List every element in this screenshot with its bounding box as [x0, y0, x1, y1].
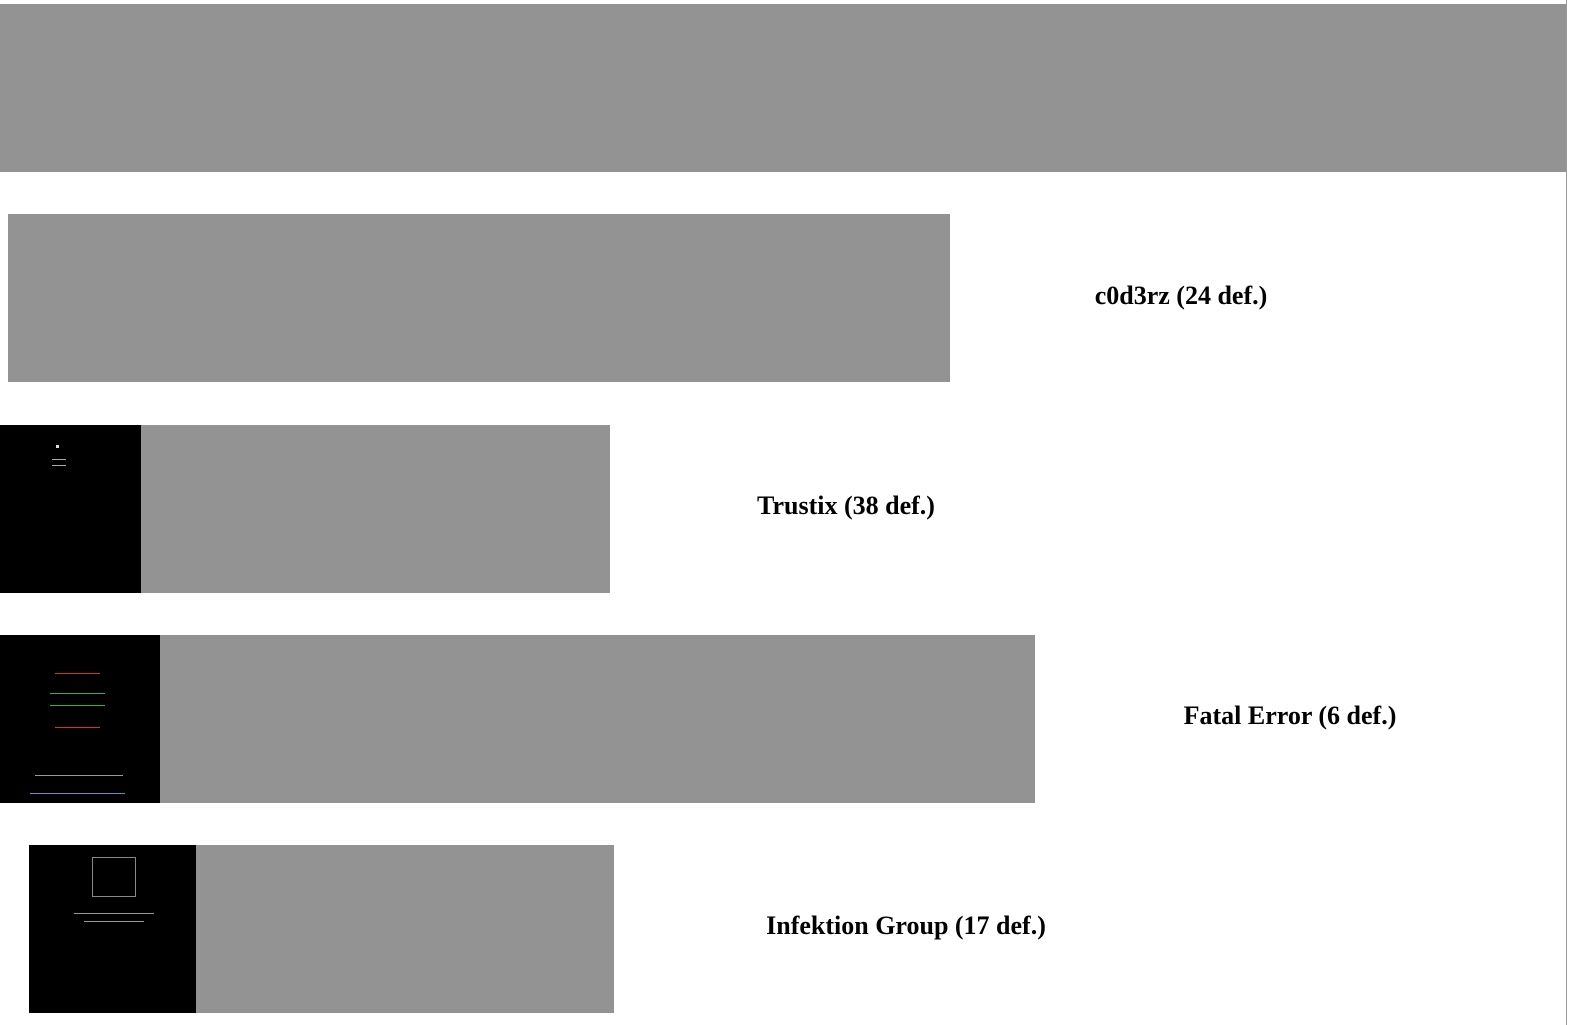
thumb-detail — [92, 857, 136, 897]
screenshot-image[interactable] — [8, 214, 950, 382]
thumbnail[interactable] — [0, 635, 160, 803]
thumbnail[interactable] — [29, 845, 196, 1013]
screenshot-image[interactable] — [141, 425, 610, 593]
thumb-detail — [35, 775, 123, 776]
thumb-detail — [84, 921, 144, 922]
thumb-detail — [52, 465, 66, 466]
thumb-detail — [55, 727, 100, 728]
screenshot-image[interactable] — [196, 845, 614, 1013]
group-label: Trustix (38 def.) — [757, 491, 935, 520]
thumb-detail — [56, 445, 59, 448]
group-label: Infektion Group (17 def.) — [766, 911, 1046, 940]
thumb-detail — [50, 705, 105, 706]
thumb-detail — [50, 693, 105, 694]
group-label: c0d3rz (24 def.) — [1094, 281, 1268, 310]
thumb-detail — [52, 459, 66, 460]
thumb-detail — [55, 673, 100, 674]
group-label: Fatal Error (6 def.) — [1183, 701, 1397, 730]
screenshot-image[interactable] — [160, 635, 1035, 803]
banner-image — [0, 4, 1566, 172]
thumb-detail — [30, 793, 125, 794]
thumb-detail — [74, 913, 154, 914]
thumbnail[interactable] — [0, 425, 141, 593]
page-edge — [1566, 0, 1567, 1025]
